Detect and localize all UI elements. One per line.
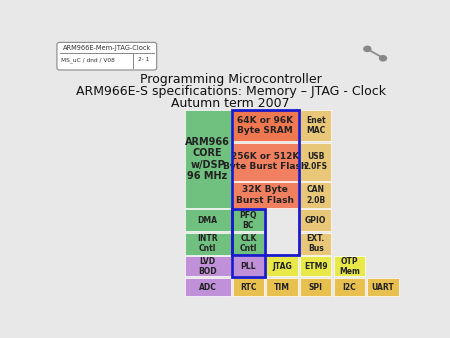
FancyBboxPatch shape: [233, 256, 264, 276]
Circle shape: [364, 46, 371, 51]
Text: 2- 1: 2- 1: [138, 57, 149, 62]
Text: ETM9: ETM9: [304, 262, 328, 271]
FancyBboxPatch shape: [233, 210, 264, 231]
Text: Autumn term 2007: Autumn term 2007: [171, 97, 290, 110]
Text: EXT.
Bus: EXT. Bus: [306, 234, 325, 254]
FancyBboxPatch shape: [300, 110, 332, 141]
FancyBboxPatch shape: [184, 210, 230, 231]
FancyBboxPatch shape: [233, 143, 298, 181]
Text: SPI: SPI: [309, 283, 323, 291]
Text: UART: UART: [372, 283, 394, 291]
Text: INTR
Cntl: INTR Cntl: [197, 234, 218, 254]
Text: OTP
Mem: OTP Mem: [339, 257, 360, 276]
Text: CLK
Cntl: CLK Cntl: [240, 234, 257, 254]
Text: USB
2.0FS: USB 2.0FS: [304, 152, 328, 171]
FancyBboxPatch shape: [300, 233, 332, 255]
Text: CAN
2.0B: CAN 2.0B: [306, 186, 325, 205]
Text: 32K Byte
Burst Flash: 32K Byte Burst Flash: [236, 186, 294, 205]
Text: ARM966
CORE
w/DSP
96 MHz: ARM966 CORE w/DSP 96 MHz: [185, 137, 230, 182]
Text: RTC: RTC: [240, 283, 256, 291]
FancyBboxPatch shape: [300, 210, 332, 231]
FancyBboxPatch shape: [367, 278, 399, 296]
FancyBboxPatch shape: [300, 143, 332, 181]
FancyBboxPatch shape: [57, 42, 157, 70]
FancyBboxPatch shape: [300, 278, 332, 296]
FancyBboxPatch shape: [333, 278, 365, 296]
Text: PFQ
BC: PFQ BC: [240, 211, 257, 230]
Text: PLL: PLL: [241, 262, 256, 271]
Text: Programming Microcontroller: Programming Microcontroller: [140, 73, 321, 86]
Text: TIM: TIM: [274, 283, 290, 291]
FancyBboxPatch shape: [233, 278, 264, 296]
Text: DMA: DMA: [198, 216, 217, 225]
FancyBboxPatch shape: [300, 256, 332, 276]
FancyBboxPatch shape: [184, 233, 230, 255]
Text: 256K or 512K
Byte Burst Flash: 256K or 512K Byte Burst Flash: [223, 152, 307, 171]
FancyBboxPatch shape: [233, 233, 264, 255]
FancyBboxPatch shape: [266, 278, 298, 296]
Text: I2C: I2C: [342, 283, 356, 291]
Circle shape: [379, 56, 387, 61]
FancyBboxPatch shape: [233, 110, 298, 141]
Text: 64K or 96K
Byte SRAM: 64K or 96K Byte SRAM: [237, 116, 293, 136]
FancyBboxPatch shape: [184, 110, 230, 208]
Text: GPIO: GPIO: [305, 216, 326, 225]
Text: MS_uC / dnd / V08: MS_uC / dnd / V08: [61, 57, 115, 63]
FancyBboxPatch shape: [184, 278, 230, 296]
FancyBboxPatch shape: [266, 256, 298, 276]
Text: JTAG: JTAG: [272, 262, 292, 271]
Text: ARM966E-S specifications: Memory – JTAG - Clock: ARM966E-S specifications: Memory – JTAG …: [76, 85, 386, 98]
Text: ADC: ADC: [198, 283, 216, 291]
Text: LVD
BOD: LVD BOD: [198, 257, 217, 276]
FancyBboxPatch shape: [300, 183, 332, 208]
FancyBboxPatch shape: [184, 256, 230, 276]
Text: Enet
MAC: Enet MAC: [306, 116, 325, 136]
Text: ARM966E-Mem-JTAG-Clock: ARM966E-Mem-JTAG-Clock: [63, 45, 151, 51]
FancyBboxPatch shape: [233, 183, 298, 208]
FancyBboxPatch shape: [333, 256, 365, 276]
